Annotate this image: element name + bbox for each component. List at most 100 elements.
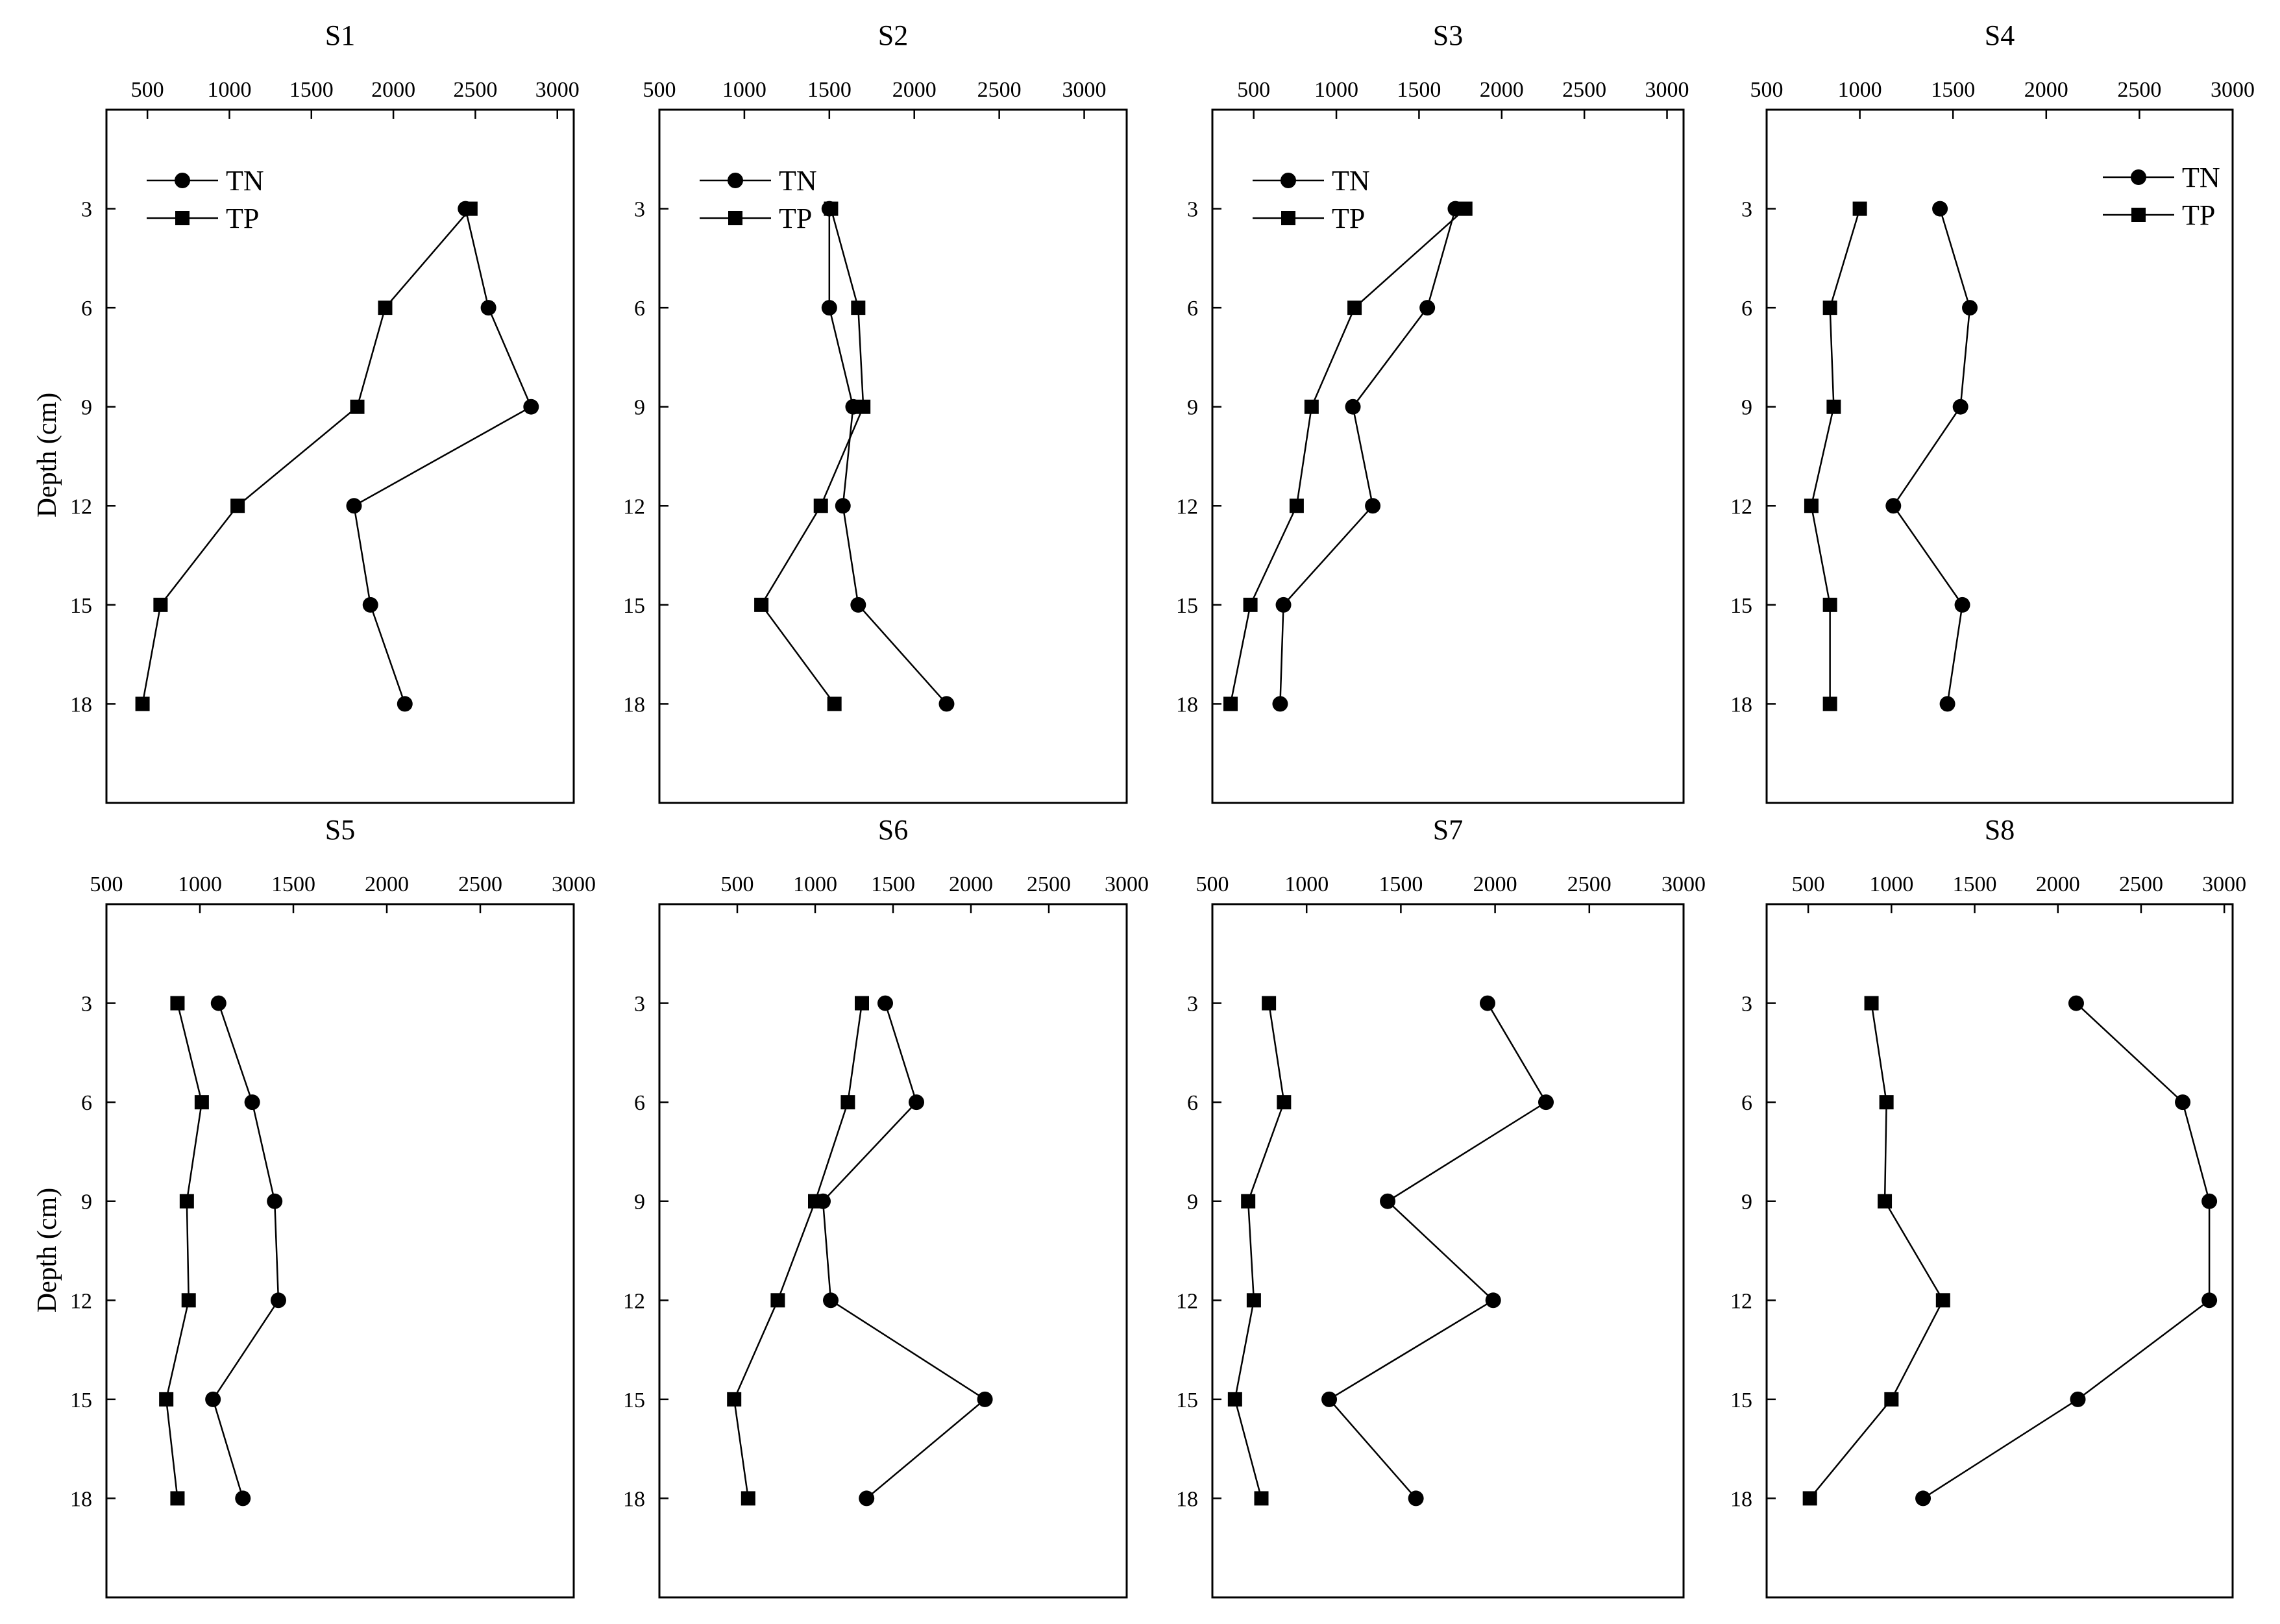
data-point-tp bbox=[1884, 1392, 1899, 1407]
data-point-tp bbox=[855, 996, 869, 1011]
legend-marker-tp bbox=[175, 211, 190, 225]
y-tick-label: 15 bbox=[70, 1388, 92, 1412]
series-line-tn bbox=[828, 208, 948, 705]
y-tick-label: 6 bbox=[1187, 1091, 1198, 1115]
data-point-tn bbox=[523, 399, 539, 415]
series-line-tp bbox=[1809, 1003, 1944, 1499]
data-point-tn bbox=[362, 597, 378, 613]
x-tick-label: 3000 bbox=[1661, 872, 1706, 896]
series-line-tp bbox=[1229, 208, 1466, 704]
data-point-tp bbox=[194, 1095, 209, 1110]
x-tick-label: 1500 bbox=[271, 872, 315, 896]
data-point-tn bbox=[859, 1490, 875, 1507]
x-tick-label: 1500 bbox=[1379, 872, 1423, 896]
y-tick-label: 15 bbox=[70, 594, 92, 618]
data-point-tn bbox=[205, 1391, 221, 1407]
data-point-tp bbox=[1802, 1491, 1817, 1506]
data-point-tp bbox=[159, 1392, 174, 1407]
y-tick-label: 9 bbox=[1741, 396, 1752, 420]
data-point-tn bbox=[1419, 300, 1436, 316]
y-tick-label: 12 bbox=[1730, 495, 1752, 519]
x-tick-label: 2500 bbox=[1027, 872, 1071, 896]
y-tick-label: 6 bbox=[634, 297, 645, 321]
legend-marker-tn bbox=[1281, 173, 1296, 188]
panel-title: S6 bbox=[878, 814, 908, 846]
series-line-tn bbox=[212, 1003, 280, 1499]
y-tick-label: 18 bbox=[1176, 693, 1198, 717]
series-line-tp bbox=[1234, 1003, 1285, 1499]
data-point-tn bbox=[1952, 399, 1968, 415]
data-point-tp bbox=[153, 597, 168, 612]
panel-4: S4 500 1000 1500 2000 2500 3000 3 6 9 12 15 18 TN TP bbox=[1730, 19, 2255, 804]
data-point-tn bbox=[938, 696, 955, 712]
data-point-tp bbox=[1804, 498, 1819, 513]
x-tick-label: 1500 bbox=[1931, 78, 1975, 102]
x-tick-label: 1500 bbox=[1953, 872, 1997, 896]
x-tick-label: 3000 bbox=[535, 78, 580, 102]
data-point-tp bbox=[727, 1392, 742, 1407]
data-point-tp bbox=[1935, 1293, 1950, 1308]
x-tick-label: 1000 bbox=[1838, 78, 1882, 102]
data-point-tn bbox=[235, 1490, 251, 1507]
data-point-tp bbox=[135, 696, 150, 711]
panel-title: S2 bbox=[878, 19, 908, 51]
panel-title: S7 bbox=[1433, 814, 1463, 846]
data-point-tn bbox=[1365, 498, 1381, 514]
y-tick-label: 18 bbox=[70, 1487, 92, 1511]
data-point-tn bbox=[2201, 1193, 2218, 1209]
y-tick-label: 9 bbox=[81, 396, 92, 420]
y-tick-label: 6 bbox=[1741, 297, 1752, 321]
data-point-tn bbox=[1954, 597, 1970, 613]
plot-frame bbox=[1765, 108, 2234, 804]
data-point-tp bbox=[1458, 201, 1473, 216]
x-tick-label: 2000 bbox=[1480, 78, 1524, 102]
legend-label-tp: TP bbox=[226, 203, 259, 234]
x-tick-label: 500 bbox=[90, 872, 123, 896]
legend-label-tp: TP bbox=[2182, 199, 2215, 231]
y-tick-label: 9 bbox=[1187, 396, 1198, 420]
data-point-tp bbox=[170, 996, 185, 1011]
series-line-tp bbox=[1810, 208, 1861, 704]
data-point-tn bbox=[1321, 1391, 1338, 1407]
data-point-tn bbox=[397, 696, 413, 712]
x-tick-label: 2500 bbox=[2117, 78, 2161, 102]
data-point-tp bbox=[1241, 1194, 1256, 1209]
series-line-tn bbox=[1922, 1002, 2211, 1499]
y-tick-label: 3 bbox=[81, 992, 92, 1016]
data-point-tn bbox=[244, 1094, 260, 1111]
y-tick-label: 18 bbox=[70, 693, 92, 717]
panel-title: S1 bbox=[325, 19, 355, 51]
data-point-tn bbox=[823, 1292, 839, 1309]
x-tick-label: 2000 bbox=[2024, 78, 2068, 102]
y-tick-label: 6 bbox=[634, 1091, 645, 1115]
y-tick-label: 9 bbox=[634, 396, 645, 420]
data-point-tp bbox=[230, 498, 245, 513]
y-tick-label: 18 bbox=[1730, 1487, 1752, 1511]
y-tick-label: 15 bbox=[1176, 1388, 1198, 1412]
plot-frame bbox=[658, 108, 1128, 804]
legend-marker-tn bbox=[728, 173, 743, 188]
data-point-tn bbox=[1408, 1490, 1424, 1507]
legend-label-tn: TN bbox=[2182, 162, 2220, 193]
y-tick-label: 6 bbox=[1187, 297, 1198, 321]
y-tick-label: 12 bbox=[70, 1289, 92, 1313]
x-tick-label: 2000 bbox=[892, 78, 937, 102]
plot-frame bbox=[105, 903, 575, 1599]
data-point-tn bbox=[2201, 1292, 2218, 1309]
legend-label-tp: TP bbox=[1332, 203, 1365, 234]
y-tick-label: 12 bbox=[1176, 1289, 1198, 1313]
data-point-tp bbox=[378, 301, 393, 315]
data-point-tn bbox=[821, 300, 837, 316]
y-tick-label: 6 bbox=[1741, 1091, 1752, 1115]
y-tick-label: 15 bbox=[1730, 594, 1752, 618]
legend-marker-tp bbox=[728, 211, 742, 225]
plot-frame bbox=[658, 903, 1128, 1599]
x-tick-label: 500 bbox=[721, 872, 754, 896]
y-tick-label: 15 bbox=[1176, 594, 1198, 618]
legend-label-tn: TN bbox=[226, 165, 264, 197]
data-point-tp bbox=[1822, 696, 1837, 711]
legend-label-tn: TN bbox=[779, 165, 817, 197]
data-point-tp bbox=[1223, 696, 1238, 711]
y-tick-label: 18 bbox=[1176, 1487, 1198, 1511]
